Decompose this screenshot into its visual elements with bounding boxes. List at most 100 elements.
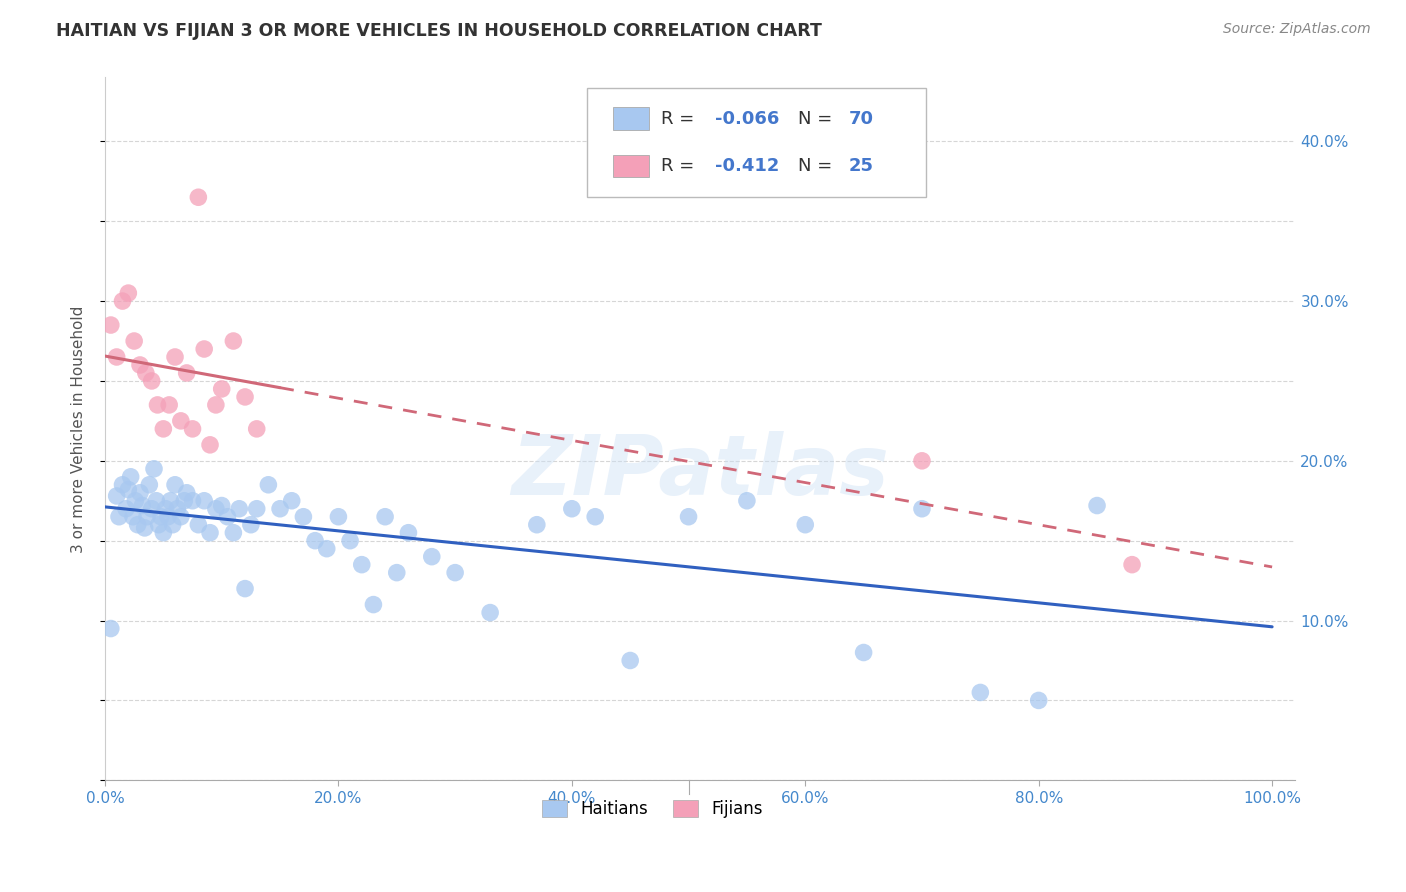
Point bbox=[222, 334, 245, 348]
Point bbox=[155, 501, 177, 516]
Legend: Haitians, Fijians: Haitians, Fijians bbox=[536, 793, 769, 825]
FancyBboxPatch shape bbox=[613, 155, 650, 178]
Point bbox=[735, 493, 758, 508]
Point bbox=[444, 566, 467, 580]
Point bbox=[233, 582, 256, 596]
Text: 70: 70 bbox=[849, 110, 875, 128]
Point bbox=[120, 470, 142, 484]
Point bbox=[131, 499, 153, 513]
Point bbox=[280, 493, 302, 508]
Point bbox=[304, 533, 326, 548]
Point bbox=[363, 598, 385, 612]
Text: 25: 25 bbox=[849, 157, 875, 175]
Point bbox=[233, 390, 256, 404]
Point bbox=[117, 483, 139, 497]
Point bbox=[111, 477, 134, 491]
Point bbox=[157, 398, 180, 412]
Point bbox=[170, 509, 193, 524]
Point bbox=[108, 509, 131, 524]
Point bbox=[211, 382, 233, 396]
Point bbox=[105, 350, 128, 364]
Point bbox=[127, 517, 149, 532]
Point bbox=[187, 190, 209, 204]
Point bbox=[173, 493, 195, 508]
Point bbox=[217, 509, 239, 524]
Point bbox=[129, 485, 152, 500]
Point bbox=[246, 501, 269, 516]
Point bbox=[176, 366, 198, 380]
Point bbox=[136, 509, 159, 524]
Point bbox=[328, 509, 350, 524]
Point bbox=[228, 501, 250, 516]
Point bbox=[526, 517, 548, 532]
Point bbox=[198, 525, 221, 540]
Text: -0.412: -0.412 bbox=[714, 157, 779, 175]
Point bbox=[292, 509, 315, 524]
Point bbox=[479, 606, 502, 620]
Point bbox=[187, 517, 209, 532]
Point bbox=[257, 477, 280, 491]
Point bbox=[239, 517, 262, 532]
Text: HAITIAN VS FIJIAN 3 OR MORE VEHICLES IN HOUSEHOLD CORRELATION CHART: HAITIAN VS FIJIAN 3 OR MORE VEHICLES IN … bbox=[56, 22, 823, 40]
Point bbox=[1121, 558, 1143, 572]
Point bbox=[134, 521, 156, 535]
Point bbox=[1028, 693, 1050, 707]
Point bbox=[111, 294, 134, 309]
Point bbox=[911, 501, 934, 516]
Point bbox=[374, 509, 396, 524]
Point bbox=[115, 501, 138, 516]
Text: N =: N = bbox=[797, 110, 838, 128]
Point bbox=[146, 398, 169, 412]
Point bbox=[129, 358, 152, 372]
Point bbox=[163, 350, 186, 364]
Text: R =: R = bbox=[661, 110, 700, 128]
Point bbox=[166, 501, 188, 516]
Point bbox=[193, 493, 215, 508]
Point bbox=[678, 509, 700, 524]
Point bbox=[794, 517, 817, 532]
Text: ZIPatlas: ZIPatlas bbox=[512, 431, 889, 511]
Point bbox=[269, 501, 291, 516]
Point bbox=[911, 454, 934, 468]
Point bbox=[163, 477, 186, 491]
Y-axis label: 3 or more Vehicles in Household: 3 or more Vehicles in Household bbox=[72, 305, 86, 552]
Point bbox=[350, 558, 373, 572]
Text: -0.066: -0.066 bbox=[714, 110, 779, 128]
Point bbox=[152, 422, 174, 436]
Point bbox=[315, 541, 337, 556]
Point bbox=[148, 517, 170, 532]
Text: Source: ZipAtlas.com: Source: ZipAtlas.com bbox=[1223, 22, 1371, 37]
Point bbox=[122, 334, 145, 348]
Point bbox=[181, 493, 204, 508]
Point bbox=[170, 414, 193, 428]
Point bbox=[100, 622, 122, 636]
Point bbox=[156, 509, 179, 524]
Point bbox=[198, 438, 221, 452]
Point bbox=[852, 646, 875, 660]
Point bbox=[396, 525, 419, 540]
Point bbox=[162, 517, 184, 532]
Point bbox=[145, 493, 167, 508]
Point bbox=[176, 485, 198, 500]
Point bbox=[420, 549, 443, 564]
Text: R =: R = bbox=[661, 157, 700, 175]
Point bbox=[222, 525, 245, 540]
Point bbox=[122, 509, 145, 524]
Point bbox=[124, 493, 146, 508]
Point bbox=[339, 533, 361, 548]
Point bbox=[141, 501, 163, 516]
Point bbox=[159, 493, 181, 508]
Point bbox=[619, 653, 641, 667]
Point bbox=[211, 499, 233, 513]
Point bbox=[135, 366, 157, 380]
Point bbox=[181, 422, 204, 436]
Point bbox=[205, 501, 228, 516]
Point bbox=[141, 374, 163, 388]
Point bbox=[583, 509, 606, 524]
Point bbox=[105, 489, 128, 503]
Point bbox=[205, 398, 228, 412]
FancyBboxPatch shape bbox=[588, 88, 927, 197]
Point bbox=[100, 318, 122, 332]
Point bbox=[143, 462, 166, 476]
Point bbox=[117, 286, 139, 301]
